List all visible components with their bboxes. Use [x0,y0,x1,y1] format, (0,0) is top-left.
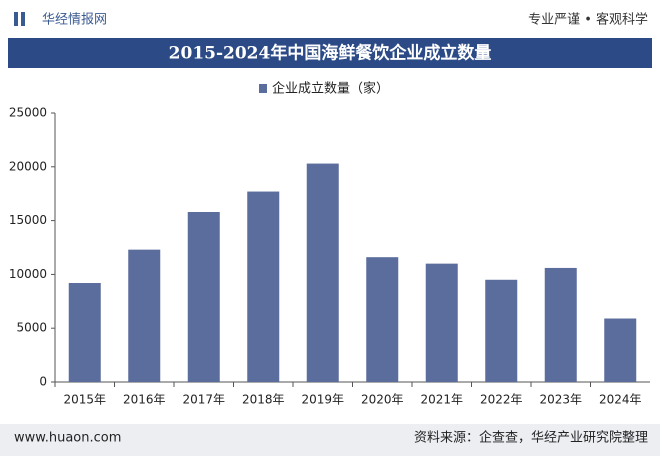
bar [68,283,101,382]
brand: 华经情报网 [42,13,107,28]
bar [128,249,161,382]
x-tick-label: 2022年 [480,393,523,407]
y-tick-label: 15000 [9,213,47,227]
bar [187,211,220,382]
title-bar [8,38,652,68]
legend-swatch [259,84,267,93]
logo-bar [14,12,18,26]
x-tick-label: 2019年 [301,393,344,407]
bar [425,263,458,382]
x-tick-label: 2016年 [123,393,166,407]
chart-title: 2015-2024年中国海鲜餐饮企业成立数量 [169,43,492,64]
bar [485,279,518,382]
footer-url: www.huaon.com [14,431,121,446]
x-tick-label: 2023年 [539,393,582,407]
legend-label: 企业成立数量（家） [272,81,389,97]
bar [544,267,577,382]
x-tick-label: 2017年 [182,393,225,407]
logo-bar [21,12,25,26]
y-tick-label: 20000 [9,159,47,173]
x-tick-label: 2024年 [599,393,642,407]
x-tick-label: 2015年 [63,393,106,407]
y-tick-label: 5000 [16,321,47,335]
bar [366,257,399,382]
x-tick-label: 2020年 [361,393,404,407]
bar [247,191,280,382]
y-tick-label: 0 [39,375,47,389]
x-tick-label: 2018年 [242,393,285,407]
y-tick-label: 25000 [9,106,47,120]
footer-bg [0,424,660,456]
bar [604,318,637,382]
slogan: 专业严谨 • 客观科学 [528,12,648,28]
footer-source: 资料来源：企查查，华经产业研究院整理 [414,430,648,446]
x-tick-label: 2021年 [420,393,463,407]
y-tick-label: 10000 [9,267,47,281]
bar [306,163,339,382]
